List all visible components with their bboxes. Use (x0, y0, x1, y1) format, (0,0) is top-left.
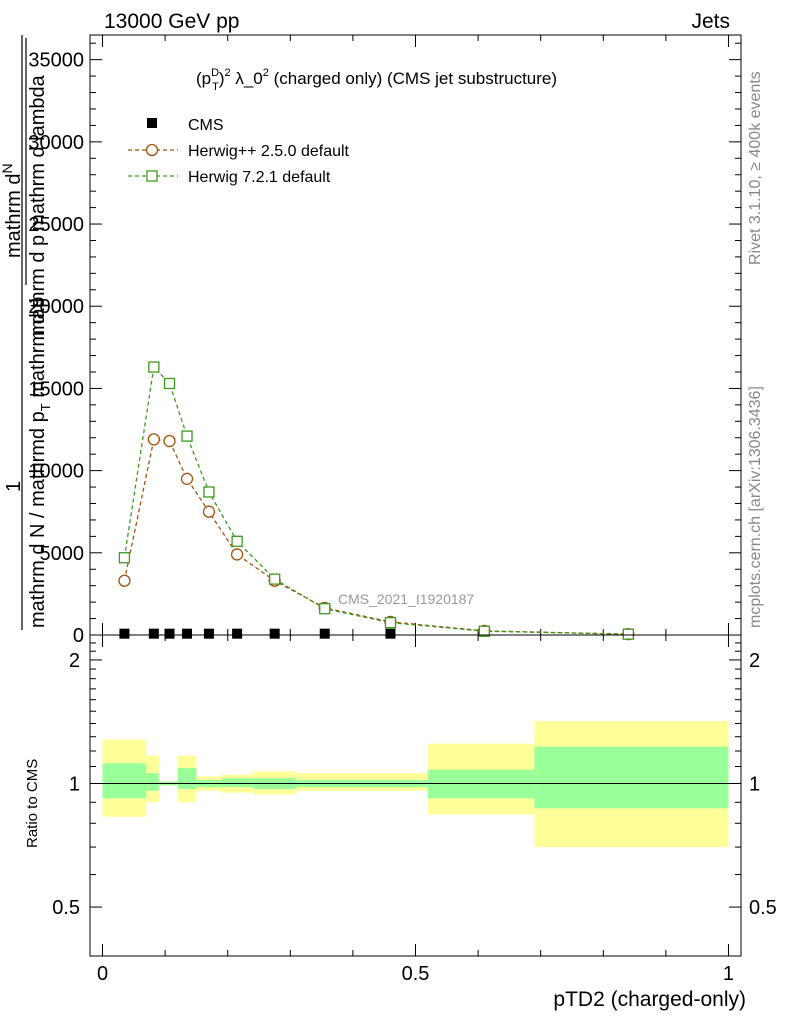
main-ytick-label: 25000 (28, 214, 84, 236)
main-ytick-label: 35000 (28, 50, 84, 72)
ratio-ytick-label-right: 0.5 (749, 897, 777, 919)
ratio-ytick-label-right: 2 (749, 650, 760, 672)
legend-herwigpp-label: Herwig++ 2.5.0 default (188, 143, 350, 160)
herwig7-point (163, 377, 176, 390)
herwigpp-point (202, 505, 216, 518)
legend-entry-herwigpp: Herwig++ 2.5.0 default (128, 143, 350, 160)
herwigpp-point (118, 574, 131, 587)
legend-herwigpp-marker (145, 143, 159, 157)
herwigpp-point (163, 434, 176, 448)
title-sub-t: T (212, 81, 219, 93)
herwig7-point (384, 617, 397, 629)
herwig7-point (148, 361, 160, 373)
mcplots-label: mcplots.cern.ch [arXiv:1306.3436] (747, 386, 764, 628)
cms-point (319, 628, 330, 639)
legend-herwig7-marker (146, 170, 158, 182)
ratio-xtick-label: 0 (97, 963, 108, 985)
legend-entry-herwig7: Herwig 7.2.1 default (128, 169, 331, 186)
title-close: ) (219, 69, 225, 88)
main-y-axis-label: 1 mathrm d N / mathrmd pT mathrm d p mat… (0, 35, 53, 630)
main-panel: 0 5000 10000 15000 20000 25000 30000 35000 (pD T… (0, 34, 742, 647)
ylabel-inner-numerator: mathrm dN (0, 163, 25, 258)
ratio-ytick-label: 2 (69, 650, 80, 672)
herwig7-point (231, 535, 243, 547)
legend-herwig7-label: Herwig 7.2.1 default (188, 169, 331, 186)
ratio-band-inner (534, 746, 729, 809)
ratio-ytick-label: 0.5 (52, 897, 80, 919)
herwig7-point (203, 486, 215, 498)
cms-point (182, 628, 193, 639)
herwig7-point (118, 552, 131, 564)
ratio-band-inner (221, 778, 253, 788)
ratio-y-axis-label: Ratio to CMS (24, 759, 41, 848)
herwigpp-point (230, 548, 244, 561)
rivet-version-label: Rivet 3.1.10, ≥ 400k events (747, 71, 764, 265)
title-p: (p (196, 69, 211, 88)
herwig7-point (181, 430, 193, 442)
cms-point (232, 628, 243, 639)
cms-point (164, 628, 175, 639)
header-energy-label: 13000 GeV pp (104, 10, 239, 33)
ratio-band-inner (146, 773, 159, 791)
ratio-band-inner (428, 769, 535, 799)
cms-point (203, 628, 214, 639)
title-sup-d: D (211, 67, 219, 79)
cms-point (119, 628, 130, 639)
ratio-panel: 0.5 0.5 1 1 2 2 0 0.5 1 Ratio to CMS pTD2 (charg… (24, 634, 777, 1011)
ylabel-inner-denominator: mathrm d pmathrm d lambda (27, 74, 49, 336)
x-axis-label: pTD2 (charged-only) (553, 988, 746, 1011)
main-ytick-label: 15000 (28, 378, 84, 400)
herwig7-point (319, 603, 331, 615)
legend-cms-marker (147, 118, 157, 128)
herwig7-point (269, 573, 281, 585)
legend: CMS Herwig++ 2.5.0 default Herwig 7.2.1 … (128, 117, 350, 186)
ratio-xtick-label: 1 (723, 963, 734, 985)
ratio-band-inner (102, 763, 147, 799)
cms-point (269, 628, 280, 639)
header-category-label: Jets (691, 10, 730, 33)
title-square-2: 2 (263, 67, 269, 79)
herwig7-point (622, 628, 634, 640)
main-ytick-label: 30000 (28, 132, 84, 154)
ratio-axis-ticks: 0.5 0.5 1 1 2 2 0 0.5 1 (52, 635, 777, 985)
main-ytick-label: 0 (73, 625, 84, 647)
ratio-band-inner (177, 768, 197, 789)
title-rest: (charged only) (CMS jet substructure) (269, 69, 557, 88)
main-ytick-label: 5000 (40, 543, 85, 565)
main-ytick-label: 20000 (28, 296, 84, 318)
ylabel-one: 1 (3, 481, 25, 492)
main-axis-ticks: 0 5000 10000 15000 20000 25000 30000 35000 (28, 35, 741, 647)
cms-point (385, 628, 396, 639)
ratio-bands-group (90, 720, 741, 848)
legend-cms-label: CMS (188, 117, 224, 134)
ratio-ytick-label-right: 1 (749, 773, 760, 795)
title-lambda: λ_0 (231, 69, 263, 88)
main-ytick-label: 10000 (28, 461, 84, 483)
herwig7-point (478, 625, 491, 637)
herwigpp-point (180, 472, 194, 485)
analysis-label: CMS_2021_I1920187 (338, 591, 474, 607)
ratio-ytick-label: 1 (69, 773, 80, 795)
legend-entry-cms: CMS (147, 117, 224, 134)
main-series-group (118, 361, 635, 641)
plot-title: (pD T)2 λ_02 (charged only) (CMS jet subs… (196, 67, 557, 93)
ratio-xtick-label: 0.5 (402, 963, 430, 985)
title-square: 2 (224, 67, 230, 79)
herwigpp-point (147, 433, 160, 446)
ylabel-denominator: mathrm d N / mathrmd pT mathrm d p (27, 297, 53, 628)
cms-point (148, 628, 159, 639)
